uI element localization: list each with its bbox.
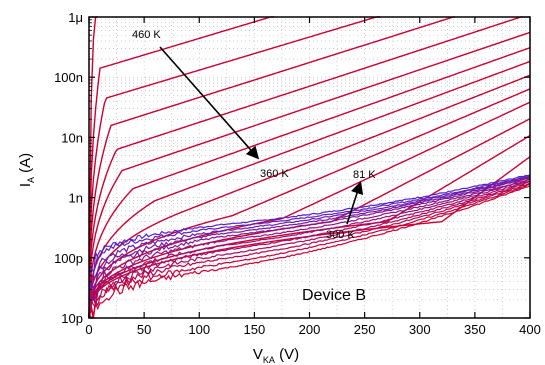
device-label: Device B — [302, 287, 366, 304]
arrow-high-temperature — [159, 46, 260, 160]
x-tick-label: 100 — [188, 322, 210, 337]
y-axis-label: IA (A) — [17, 153, 36, 187]
low-temperature-curves — [88, 174, 531, 320]
y-axis-label-unit: (A) — [17, 153, 34, 177]
y-axis-label-sub: A — [26, 177, 36, 183]
x-tick-label: 0 — [85, 322, 92, 337]
low-curve — [88, 184, 531, 319]
low-curve — [88, 182, 531, 320]
x-tick-label: 350 — [464, 322, 486, 337]
x-tick-label: 250 — [354, 322, 376, 337]
label-81k: 81 K — [353, 169, 376, 181]
y-axis-label-main: I — [17, 183, 34, 187]
hot-curve — [88, 74, 531, 319]
low-curve — [88, 174, 531, 274]
label-460k: 460 K — [132, 29, 161, 41]
y-tick-label: 10p — [61, 311, 83, 326]
y-tick-label: 1μ — [68, 10, 83, 25]
low-curve — [88, 178, 531, 308]
hot-curve — [88, 31, 531, 319]
y-tick-label: 1n — [69, 191, 83, 206]
low-curve — [88, 176, 531, 300]
x-axis-label: VKA (V) — [253, 346, 299, 365]
x-tick-label: 50 — [137, 322, 151, 337]
low-curve — [88, 180, 531, 308]
x-axis-label-main: V — [253, 346, 263, 363]
label-300k: 300 K — [326, 229, 355, 241]
low-curve — [88, 176, 531, 299]
x-tick-label: 150 — [244, 322, 266, 337]
axis-ticks: 0 50 100 150 200 250 300 350 400 10p 100p 1n 10n 100n… — [54, 10, 541, 337]
x-tick-label: 200 — [299, 322, 321, 337]
y-tick-label: 10n — [61, 130, 83, 145]
hot-curve — [88, 88, 531, 319]
x-tick-label: 400 — [519, 322, 541, 337]
x-tick-label: 300 — [409, 322, 431, 337]
hot-curve — [88, 16, 524, 319]
hot-curve — [88, 47, 531, 319]
y-tick-label: 100p — [54, 251, 83, 266]
y-tick-label: 100n — [54, 70, 83, 85]
hot-curve — [88, 16, 381, 319]
low-curve — [88, 181, 531, 316]
low-curve — [88, 178, 531, 301]
x-axis-label-sub: KA — [263, 355, 275, 365]
hot-curve — [88, 16, 275, 319]
low-curve — [88, 175, 531, 290]
label-360k: 360 K — [260, 168, 289, 180]
hot-curve — [88, 16, 456, 319]
arrow-low-temperature — [346, 180, 364, 225]
low-curve — [88, 183, 531, 319]
x-axis-label-unit: (V) — [275, 346, 299, 363]
hot-curve — [88, 60, 531, 319]
